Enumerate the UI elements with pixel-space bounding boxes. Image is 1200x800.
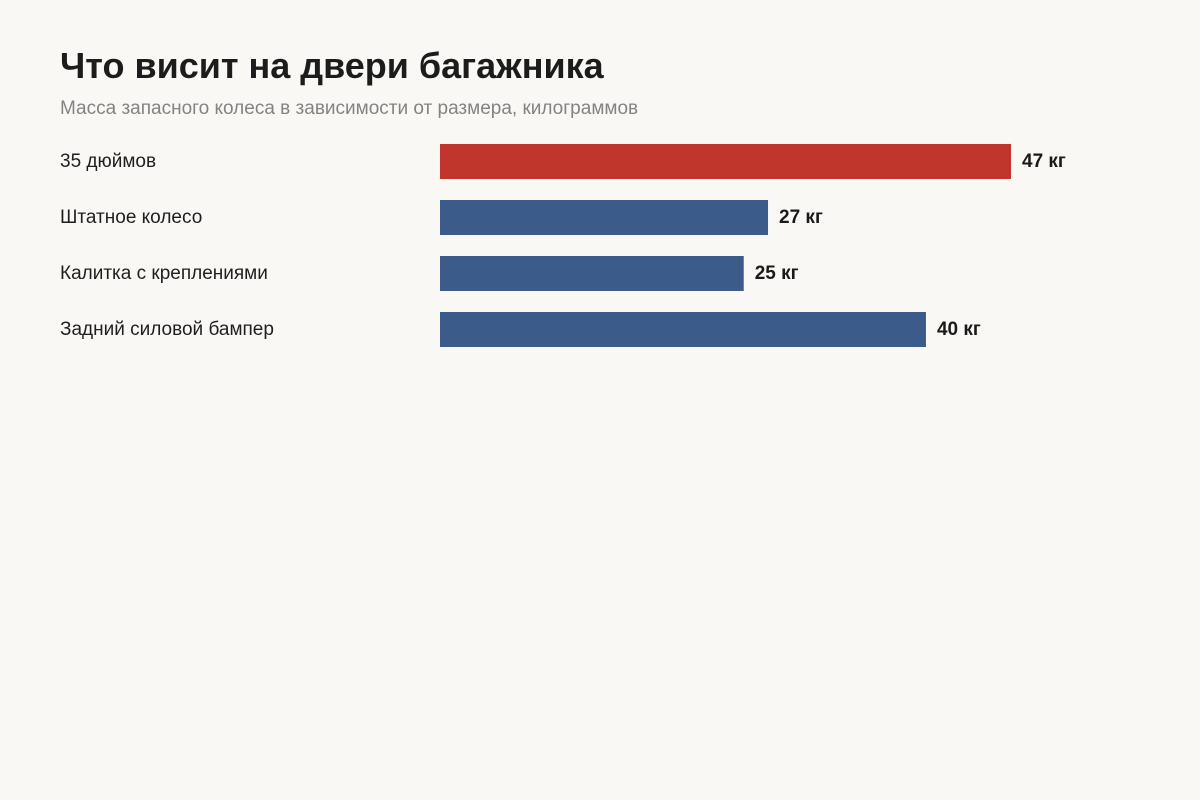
value-label: 47 кг [1022, 151, 1066, 172]
chart-title: Что висит на двери багажника [60, 45, 604, 86]
chart-subtitle: Масса запасного колеса в зависимости от … [60, 98, 639, 119]
bar [440, 256, 744, 291]
category-label: Штатное колесо [60, 207, 202, 228]
category-label: Калитка с креплениями [60, 263, 268, 284]
value-label: 27 кг [779, 207, 823, 228]
bar [440, 200, 769, 235]
value-label: 40 кг [937, 319, 981, 340]
category-label: 35 дюймов [60, 151, 156, 172]
bar [440, 144, 1011, 179]
value-label: 25 кг [755, 263, 799, 284]
category-label: Задний силовой бампер [60, 319, 274, 340]
bar [440, 312, 926, 347]
